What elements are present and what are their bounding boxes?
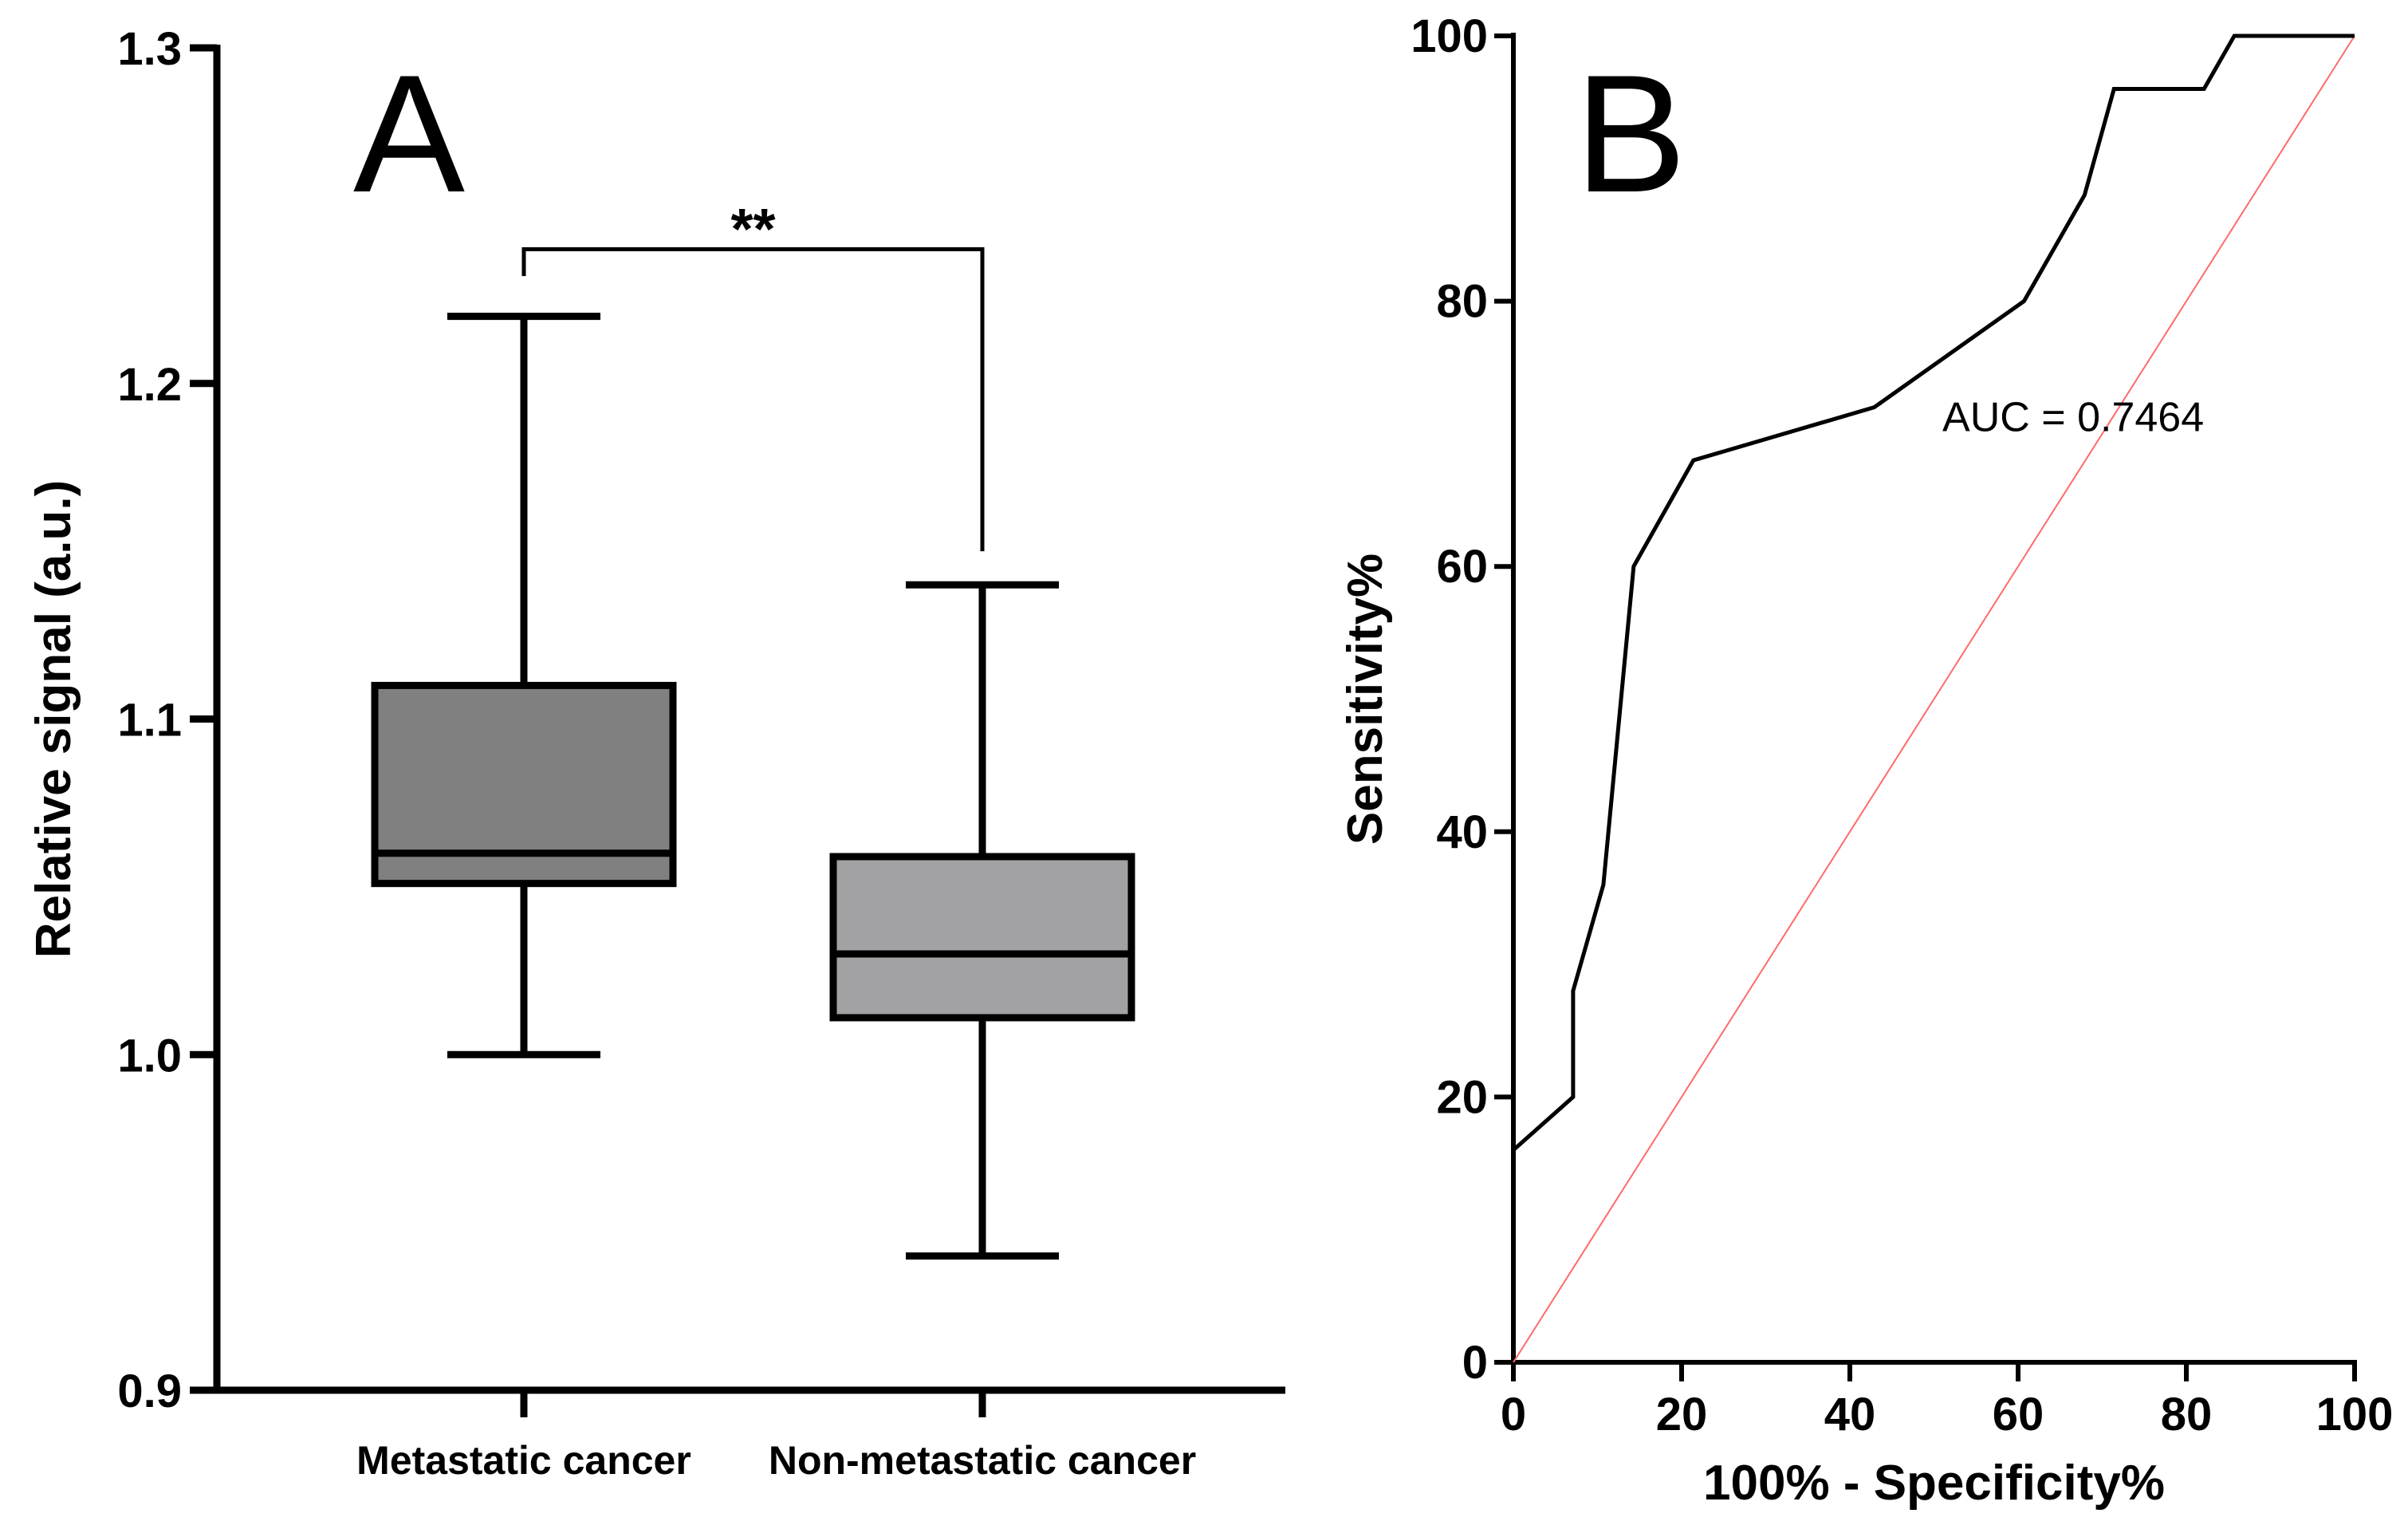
x-category-label: Non-metastatic cancer xyxy=(769,1438,1196,1483)
significance-stars: ** xyxy=(730,198,775,262)
x-category-label: Metastatic cancer xyxy=(356,1438,691,1483)
y-tick-label: 1.3 xyxy=(117,23,182,75)
reference-diagonal-line xyxy=(1513,35,2355,1363)
y-tick-label: 1.0 xyxy=(117,1030,182,1082)
y-tick-label: 100 xyxy=(1411,10,1488,62)
panel-label-a: A xyxy=(353,40,465,227)
x-axis-title: 100% - Specificity% xyxy=(1703,1456,2165,1511)
x-tick-label: 40 xyxy=(1824,1389,1876,1440)
x-tick-label: 0 xyxy=(1501,1389,1526,1440)
box-non-metastatic xyxy=(829,581,1135,1260)
y-tick-label: 1.1 xyxy=(117,695,182,747)
y-tick-label: 60 xyxy=(1436,541,1488,593)
roc-curve-line xyxy=(1512,33,2355,1152)
auc-annotation: AUC = 0.7464 xyxy=(1942,395,2204,441)
x-tick-label: 80 xyxy=(2161,1389,2213,1440)
x-tick-label: 60 xyxy=(1993,1389,2044,1440)
box-metastatic xyxy=(371,313,677,1058)
y-tick-label: 0 xyxy=(1462,1337,1488,1389)
y-tick-label: 40 xyxy=(1436,806,1488,858)
x-tick-label: 20 xyxy=(1656,1389,1708,1440)
y-tick-label: 80 xyxy=(1436,276,1488,328)
significance-bracket xyxy=(521,246,985,552)
y-axis-title: Sensitivity% xyxy=(1338,554,1393,845)
panel-label-b: B xyxy=(1575,40,1686,227)
panel-a-boxplot: 0.9 1.0 1.1 1.2 1.3 Metastatic cancer Non-meta… xyxy=(26,23,1285,1483)
panel-b-roc-curve: 0 20 40 60 80 100 0 20 40 60 80 100 100% - Specifici… xyxy=(1338,10,2393,1511)
box-iqr xyxy=(829,853,1135,1022)
y-tick-label: 20 xyxy=(1436,1071,1488,1123)
x-tick-label: 100 xyxy=(2316,1389,2394,1440)
y-tick-label: 1.2 xyxy=(117,359,182,411)
y-tick-label: 0.9 xyxy=(117,1365,182,1417)
y-axis-title: Relative signal (a.u.) xyxy=(26,480,81,959)
